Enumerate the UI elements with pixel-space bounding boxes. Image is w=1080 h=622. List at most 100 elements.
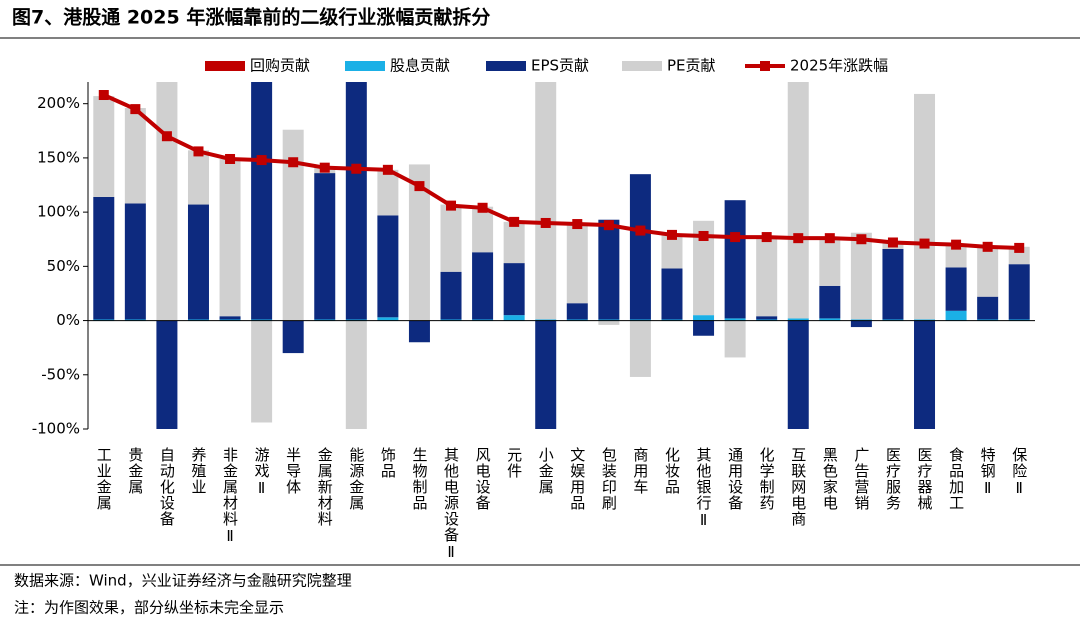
bar (787, 82, 809, 319)
marker (730, 232, 741, 243)
legend-label: EPS贡献 (531, 57, 589, 75)
bar (977, 246, 999, 297)
y-tick-label: 150% (37, 148, 80, 166)
bar (629, 320, 651, 377)
bar (93, 96, 115, 197)
x-tick-label: 互联网电商 (789, 447, 807, 527)
marker (319, 162, 330, 173)
bar (661, 319, 683, 321)
legend-label: 2025年涨跌幅 (790, 57, 888, 75)
bar (693, 220, 715, 316)
bar (1008, 264, 1030, 320)
x-tick-label: 养殖业 (189, 447, 207, 495)
bar (440, 271, 462, 320)
x-tick-label: 商用车 (631, 447, 649, 495)
bar (693, 320, 715, 336)
source: 数据来源：Wind，兴业证券经济与金融研究院整理 (14, 572, 352, 590)
note: 注：为作图效果，部分纵坐标未完全显示 (14, 599, 284, 617)
marker (414, 181, 425, 192)
bar (345, 320, 367, 429)
x-tick-label: 贵金属 (126, 447, 144, 495)
marker (635, 225, 646, 236)
x-tick-label: 保险Ⅱ (1010, 447, 1028, 498)
marker (698, 230, 709, 241)
bar (819, 237, 841, 286)
bar (93, 319, 115, 321)
bar (503, 221, 525, 264)
x-tick-label: 广告营销 (852, 447, 870, 511)
bar (629, 319, 651, 321)
legend-label: 股息贡献 (390, 57, 450, 75)
bar (882, 248, 904, 320)
bar (377, 317, 399, 321)
bar (535, 319, 557, 321)
bar (1008, 319, 1030, 321)
y-tick-label: 100% (37, 203, 80, 221)
bar (219, 316, 241, 320)
marker (887, 237, 898, 248)
marker (477, 202, 488, 213)
bar (598, 219, 620, 320)
bar (598, 319, 620, 321)
marker (951, 239, 962, 250)
bar (945, 267, 967, 311)
marker (824, 233, 835, 244)
bar (977, 296, 999, 320)
bar (661, 268, 683, 320)
bar (945, 245, 967, 268)
bar (156, 82, 178, 321)
bar (408, 320, 430, 343)
bar (124, 203, 146, 320)
bar (598, 320, 620, 325)
bar (566, 319, 588, 321)
bar (187, 319, 209, 321)
x-tick-label: 游戏Ⅱ (253, 447, 271, 498)
y-tick-label: 50% (47, 257, 80, 275)
legend-swatch (622, 61, 662, 71)
x-tick-label: 化妆品 (663, 447, 681, 495)
marker (382, 164, 393, 175)
bar (124, 108, 146, 204)
marker (603, 220, 614, 231)
bar (345, 82, 367, 320)
bar (914, 320, 936, 429)
bar (440, 204, 462, 272)
marker (761, 232, 772, 243)
legend-label: 回购贡献 (250, 57, 310, 75)
bar (850, 232, 872, 320)
bar (819, 285, 841, 319)
x-tick-label: 小金属 (537, 447, 555, 495)
bar (724, 320, 746, 358)
x-tick-label: 金属新材料 (316, 447, 334, 527)
x-tick-label: 半导体 (284, 447, 302, 495)
y-tick-label: 0% (56, 311, 80, 329)
x-tick-label: 元件 (505, 447, 523, 479)
marker (130, 104, 141, 115)
bar (756, 237, 778, 317)
x-tick-label: 包装印刷 (600, 447, 618, 511)
x-tick-label: 医疗服务 (884, 447, 902, 511)
bar (787, 318, 809, 321)
marker (856, 234, 867, 245)
marker (793, 233, 804, 244)
plot (93, 82, 1030, 429)
bar (377, 215, 399, 318)
bar (661, 233, 683, 269)
x-tick-label: 能源金属 (347, 447, 365, 511)
bar (219, 319, 241, 321)
bar (408, 164, 430, 321)
x-tick-label: 化学制药 (758, 447, 776, 511)
legend-swatch (760, 61, 770, 71)
legend-swatch (345, 61, 385, 71)
bar (282, 320, 304, 354)
bar (977, 319, 999, 321)
bar (882, 319, 904, 321)
bar (251, 320, 273, 423)
bar (472, 206, 494, 253)
bar (93, 196, 115, 320)
marker (225, 153, 236, 164)
marker (540, 217, 551, 228)
bar (503, 315, 525, 321)
marker (982, 241, 993, 252)
